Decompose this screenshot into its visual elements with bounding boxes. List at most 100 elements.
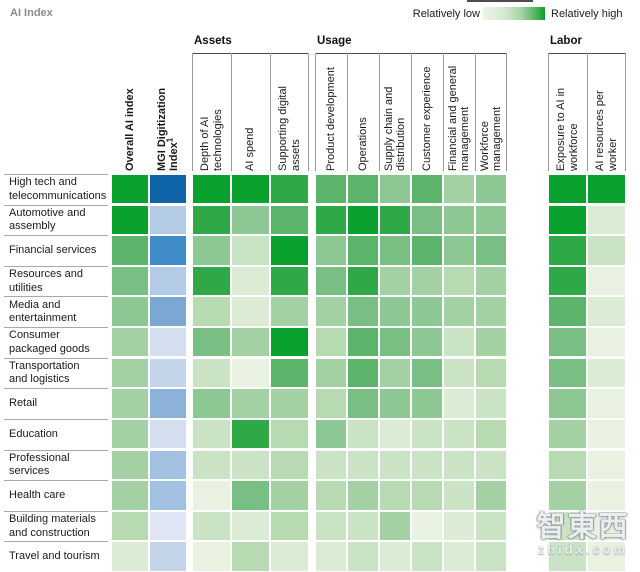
heatmap-cell: [476, 481, 506, 510]
heatmap-cell: [193, 542, 230, 571]
heatmap-cell: [232, 358, 269, 388]
heatmap-cell: [232, 266, 269, 296]
heatmap-cell: [444, 450, 474, 479]
heatmap-cell: [549, 297, 586, 326]
heatmap-cell: [588, 205, 625, 235]
heatmap-cell: [112, 389, 148, 418]
heatmap-cell: [588, 358, 625, 388]
column-separator-line: [474, 53, 476, 171]
heatmap-cell: [476, 358, 506, 388]
heatmap-cell: [232, 419, 269, 449]
heatmap-cell: [271, 450, 308, 479]
heatmap-cell: [476, 297, 506, 326]
heatmap-cell: [150, 419, 186, 449]
heatmap-cell: [476, 266, 506, 296]
row-label: Consumer packaged goods: [4, 327, 108, 358]
column-group-label: Labor: [550, 35, 582, 47]
heatmap-cell: [232, 205, 269, 235]
column-header-label: Operations: [356, 117, 369, 171]
chart-title: AI Index: [10, 7, 53, 19]
heatmap-cell: [549, 481, 586, 510]
heatmap-cell: [232, 542, 269, 571]
heatmap-cell: [348, 419, 378, 449]
row-label: Transportation and logistics: [4, 357, 108, 389]
heatmap-cell: [348, 450, 378, 479]
heatmap-cell: [380, 511, 410, 541]
heatmap-cell: [412, 419, 442, 449]
heatmap-cell: [549, 389, 586, 418]
row-label: Media and entertainment: [4, 296, 108, 327]
heatmap-cell: [193, 481, 230, 510]
heatmap-cell: [193, 389, 230, 418]
column-separator-line: [192, 53, 193, 171]
heatmap-cell: [271, 481, 308, 510]
heatmap-cell: [588, 175, 625, 204]
heatmap-cell: [150, 266, 186, 296]
heatmap-cell: [476, 328, 506, 357]
column-header-label: Overall AI index: [123, 88, 136, 171]
heatmap-cell: [271, 266, 308, 296]
heatmap-cell: [232, 389, 269, 418]
heatmap-cell: [412, 266, 442, 296]
heatmap-cell: [316, 358, 346, 388]
heatmap-cell: [412, 450, 442, 479]
heatmap-cell: [193, 328, 230, 357]
column-header-label: Financial and general management: [446, 65, 472, 171]
heatmap-cell: [150, 358, 186, 388]
heatmap-cell: [316, 297, 346, 326]
row-label: High tech and telecommunications: [4, 174, 108, 205]
column-separator-line: [230, 53, 232, 171]
heatmap-cell: [380, 236, 410, 265]
heatmap-cell: [232, 297, 269, 326]
heatmap-cell: [316, 419, 346, 449]
heatmap-cell: [476, 175, 506, 204]
heatmap-cell: [112, 358, 148, 388]
heatmap-cell: [316, 450, 346, 479]
column-header: MGI Digitization Index1: [150, 57, 186, 171]
heatmap-cell: [316, 389, 346, 418]
row-label: Travel and tourism: [4, 541, 108, 572]
heatmap-cell: [412, 389, 442, 418]
heatmap-cell: [193, 297, 230, 326]
heatmap-cell: [150, 481, 186, 510]
heatmap-cell: [348, 236, 378, 265]
heatmap-cell: [193, 266, 230, 296]
column-header-label: Customer experience: [420, 66, 433, 171]
heatmap-cell: [412, 511, 442, 541]
column-header: Supply chain and distribution: [380, 57, 410, 171]
column-separator-line: [308, 53, 309, 171]
heatmap-cell: [193, 205, 230, 235]
heatmap-cell: [271, 542, 308, 571]
heatmap-cell: [150, 542, 186, 571]
heatmap-cell: [271, 358, 308, 388]
heatmap-cell: [150, 236, 186, 265]
heatmap-cell: [588, 328, 625, 357]
column-separator-line: [378, 53, 380, 171]
column-header: Workforce management: [476, 57, 506, 171]
heatmap-cell: [380, 389, 410, 418]
heatmap-cell: [112, 419, 148, 449]
column-header: Financial and general management: [444, 57, 474, 171]
heatmap-cell: [588, 450, 625, 479]
column-header: Supporting digital assets: [271, 57, 308, 171]
column-separator-line: [506, 53, 507, 171]
heatmap-cell: [380, 481, 410, 510]
heatmap-cell: [112, 450, 148, 479]
heatmap-cell: [112, 481, 148, 510]
column-header: AI spend: [232, 57, 269, 171]
heatmap-cell: [476, 205, 506, 235]
heatmap-cell: [476, 450, 506, 479]
heatmap-cell: [348, 266, 378, 296]
heatmap-cell: [549, 266, 586, 296]
heatmap-cell: [112, 266, 148, 296]
heatmap-cell: [380, 297, 410, 326]
heatmap-cell: [444, 297, 474, 326]
heatmap-cell: [549, 358, 586, 388]
heatmap-cell: [380, 450, 410, 479]
heatmap-cell: [316, 481, 346, 510]
heatmap-cell: [112, 175, 148, 204]
column-header-label: Supply chain and distribution: [382, 86, 408, 171]
column-group-label: Assets: [194, 35, 232, 47]
heatmap-cell: [271, 511, 308, 541]
